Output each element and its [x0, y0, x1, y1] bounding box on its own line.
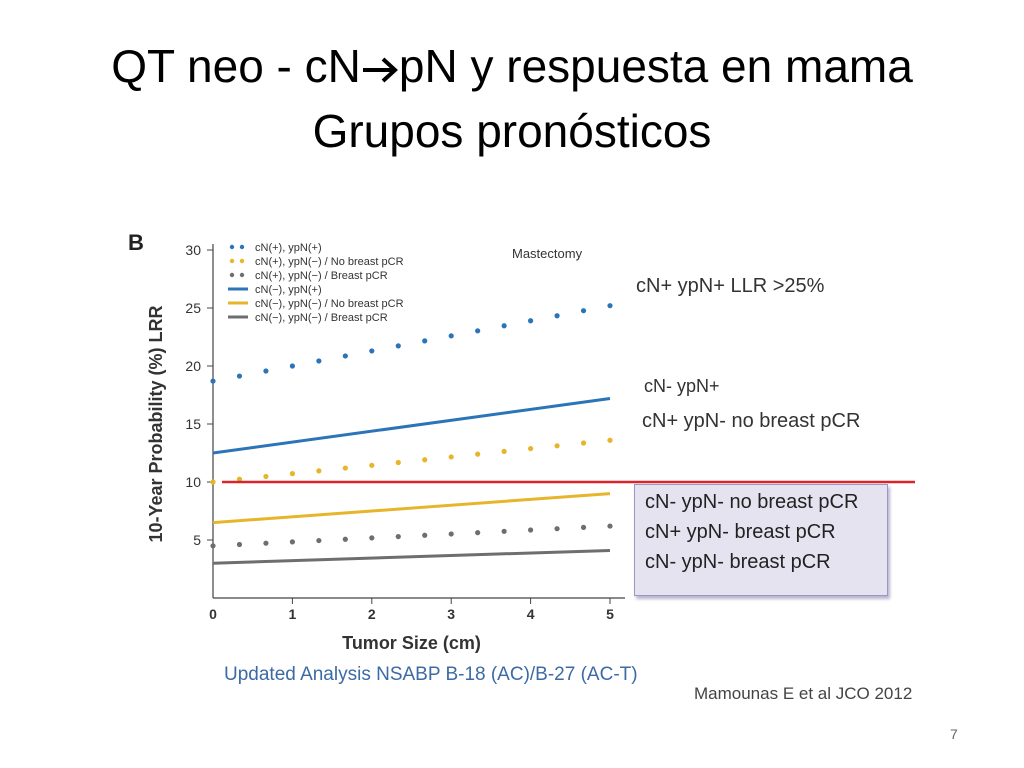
series-point-1: [475, 328, 481, 334]
annotation-cn-pos-ypn-neg-no-pcr: cN+ ypN- no breast pCR: [642, 410, 861, 432]
series-point-2: [528, 445, 534, 452]
series-point-2: [580, 440, 587, 446]
source-left: Updated Analysis NSABP B-18 (AC)/B-27 (A…: [224, 664, 638, 685]
x-tick-label: 0: [209, 606, 217, 622]
series-point-3: [607, 523, 613, 529]
panel-label: B: [128, 230, 144, 255]
series-point-1: [263, 368, 269, 374]
title-part-1: QT neo - cN: [111, 40, 361, 92]
series-point-2: [475, 451, 481, 457]
legend-swatch-dot-2: [229, 258, 235, 264]
x-axis-label: Tumor Size (cm): [342, 633, 481, 653]
series-point-3: [316, 537, 322, 544]
right-arrow-icon: [362, 57, 398, 83]
series-point-1: [369, 348, 375, 354]
series-point-2: [369, 462, 375, 468]
series-point-1: [236, 373, 243, 379]
legend-label-3: cN(+), ypN(−) / Breast pCR: [255, 270, 388, 282]
series-point-2: [501, 448, 507, 454]
slide-title-line-2: Grupos pronósticos: [312, 105, 712, 157]
legend-label-1: cN(+), ypN(+): [255, 242, 322, 254]
source-right: Mamounas E et al JCO 2012: [694, 684, 913, 703]
legend-swatch-dot-1: [229, 244, 235, 250]
x-tick-label: 4: [527, 606, 535, 622]
annotation-top-group: cN+ ypN+ LLR >25%: [636, 275, 825, 297]
series-point-2: [210, 479, 216, 485]
legend-swatch-dot-3: [229, 272, 235, 278]
series-point-1: [501, 323, 507, 329]
legend-label-5: cN(−), ypN(−) / No breast pCR: [255, 298, 404, 310]
series-point-1: [289, 363, 295, 369]
series-point-2: [554, 443, 560, 449]
y-tick-label: 5: [193, 532, 201, 548]
series-point-2: [422, 457, 428, 463]
series-point-2: [236, 476, 243, 482]
series-point-3: [342, 536, 348, 542]
series-point-1: [210, 378, 216, 384]
series-point-1: [422, 338, 428, 344]
series-point-3: [236, 541, 243, 548]
y-tick-label: 30: [185, 242, 201, 258]
series-point-3: [528, 527, 534, 533]
low-risk-group-3: cN- ypN- breast pCR: [645, 551, 831, 573]
chart-title: Mastectomy: [512, 246, 583, 261]
series-point-1: [448, 333, 454, 339]
legend-label-4: cN(−), ypN(+): [255, 284, 322, 296]
series-point-3: [395, 533, 401, 540]
series-point-2: [316, 468, 322, 474]
legend-label-2: cN(+), ypN(−) / No breast pCR: [255, 256, 404, 268]
legend-label-6: cN(−), ypN(−) / Breast pCR: [255, 312, 388, 324]
series-point-3: [422, 532, 428, 538]
series-line-4: [212, 396, 611, 455]
series-point-3: [448, 531, 454, 537]
low-risk-group-2: cN+ ypN- breast pCR: [645, 521, 836, 543]
series-line-5: [212, 492, 611, 525]
series-point-2: [342, 465, 348, 471]
x-tick-label: 3: [447, 606, 455, 622]
series-point-2: [448, 454, 454, 460]
legend-swatch-dot-2: [239, 258, 245, 264]
legend-swatch-dot-1: [239, 244, 245, 250]
annotation-cn-neg-ypn-pos: cN- ypN+: [644, 376, 720, 396]
series-point-3: [501, 528, 507, 534]
series-point-1: [554, 313, 560, 319]
y-tick-label: 10: [185, 474, 201, 490]
y-tick-label: 25: [185, 300, 201, 316]
series-point-3: [580, 524, 587, 530]
series-point-2: [289, 471, 295, 477]
series-point-1: [580, 308, 587, 314]
series-point-2: [395, 459, 401, 466]
low-risk-group-1: cN- ypN- no breast pCR: [645, 491, 859, 513]
series-line-6: [212, 548, 611, 565]
x-tick-label: 1: [289, 606, 297, 622]
series-point-3: [289, 539, 295, 545]
series-point-3: [369, 535, 375, 541]
y-tick-label: 15: [185, 416, 201, 432]
slide-title-line-1: QT neo - cN pN y respuesta en mama: [0, 38, 1024, 94]
series-point-1: [607, 303, 613, 309]
series-point-1: [342, 353, 348, 359]
x-tick-label: 5: [606, 606, 614, 622]
series-point-2: [263, 473, 269, 480]
page-number: 7: [950, 726, 958, 742]
legend-swatch-dot-3: [239, 272, 245, 278]
series-point-3: [210, 543, 216, 549]
x-tick-label: 2: [368, 606, 376, 622]
y-tick-label: 20: [185, 358, 201, 374]
series-point-2: [607, 437, 613, 443]
series-point-1: [528, 318, 534, 324]
y-axis-label: 10-Year Probability (%) LRR: [146, 305, 166, 542]
series-point-3: [554, 526, 560, 532]
series-point-3: [263, 540, 269, 546]
series-point-1: [395, 343, 401, 349]
title-part-2: pN y respuesta en mama: [398, 40, 913, 92]
low-risk-groups-box: cN- ypN- no breast pCR cN+ ypN- breast p…: [634, 484, 888, 596]
series-point-3: [475, 530, 481, 536]
series-point-1: [316, 358, 322, 364]
